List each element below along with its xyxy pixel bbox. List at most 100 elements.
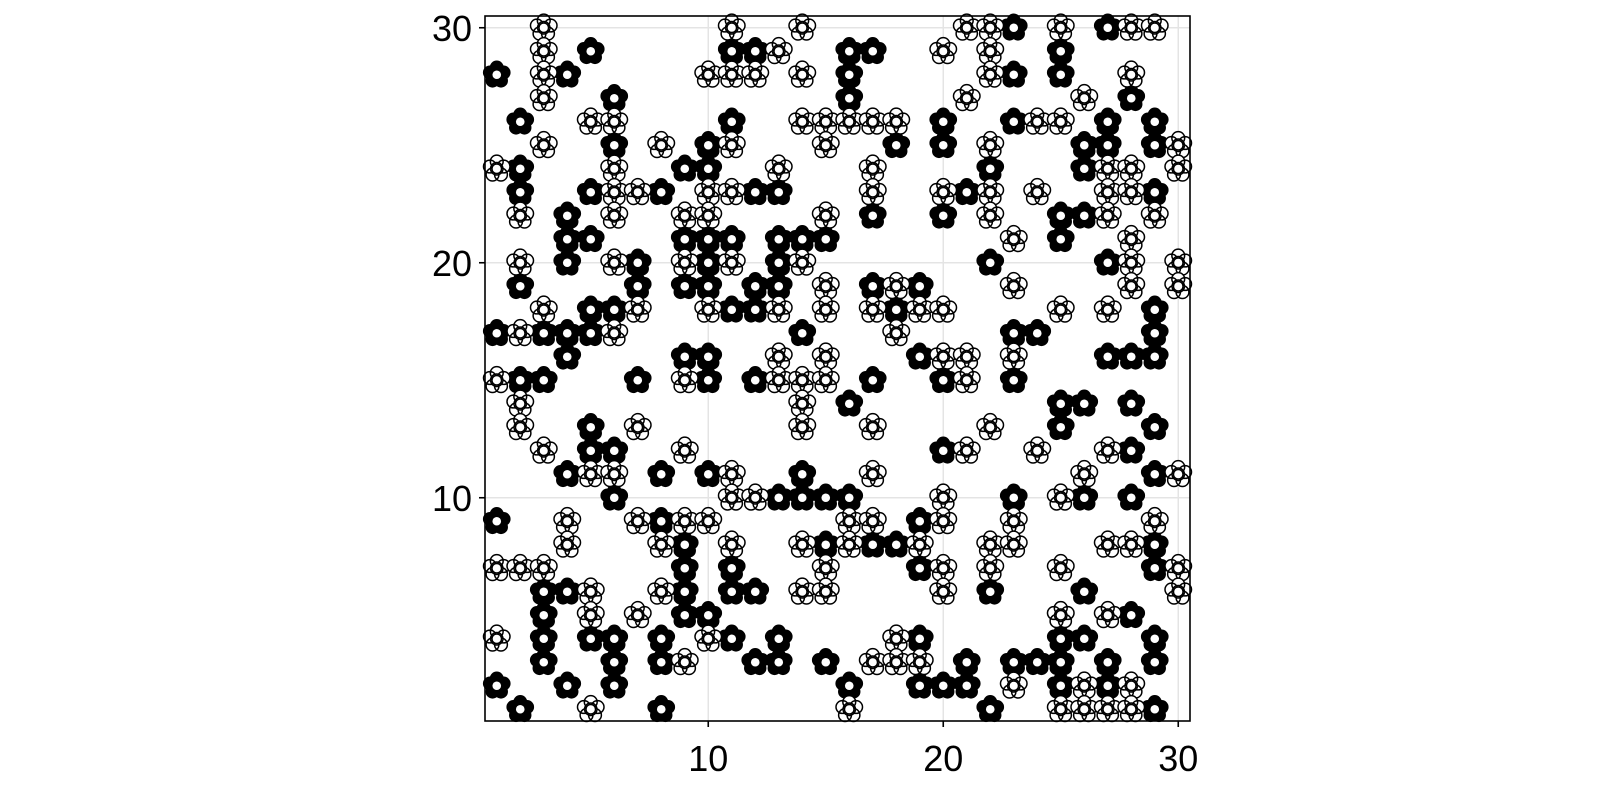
- data-point-open: [788, 389, 817, 417]
- data-point-open: [717, 177, 746, 206]
- data-point-open: [929, 295, 958, 323]
- data-point-filled: [835, 84, 864, 112]
- data-point-open: [600, 107, 629, 135]
- data-point-open: [741, 483, 770, 511]
- data-point-open: [905, 647, 934, 676]
- data-point-filled: [1046, 225, 1075, 253]
- data-point-open: [1023, 107, 1052, 135]
- data-point-open: [764, 365, 793, 394]
- data-point-filled: [1093, 342, 1122, 370]
- data-point-open: [1117, 694, 1146, 723]
- data-point-open: [929, 553, 958, 582]
- data-point-open: [1117, 224, 1146, 253]
- data-point-open: [764, 342, 793, 370]
- data-point-filled: [905, 624, 934, 652]
- data-point-filled: [576, 436, 605, 464]
- data-point-open: [1117, 248, 1146, 276]
- data-point-open: [929, 577, 958, 605]
- data-point-open: [1117, 530, 1146, 558]
- data-point-filled: [999, 648, 1028, 676]
- data-point-filled: [1140, 107, 1169, 135]
- data-point-filled: [1046, 671, 1075, 699]
- data-point-filled: [952, 648, 981, 676]
- data-point-filled: [858, 366, 887, 394]
- data-point-filled: [741, 272, 770, 300]
- data-point-open: [1093, 295, 1122, 323]
- data-point-filled: [976, 695, 1005, 723]
- data-point-filled: [670, 154, 699, 182]
- data-point-filled: [858, 272, 887, 300]
- data-point-open: [529, 83, 558, 112]
- data-point-open: [952, 83, 981, 112]
- data-point-filled: [741, 648, 770, 676]
- data-point-filled: [1140, 648, 1169, 676]
- data-point-filled: [717, 107, 746, 135]
- data-point-filled: [999, 107, 1028, 135]
- data-point-filled: [482, 60, 511, 88]
- data-point-open: [811, 107, 840, 135]
- y-tick-label: 10: [432, 478, 472, 519]
- data-point-filled: [1046, 37, 1075, 65]
- data-point-filled: [741, 577, 770, 605]
- data-point-open: [858, 177, 887, 206]
- data-point-filled: [600, 436, 629, 464]
- data-point-open: [647, 577, 676, 605]
- data-point-filled: [600, 624, 629, 652]
- data-point-filled: [1093, 248, 1122, 276]
- y-tick-label: 30: [432, 8, 472, 49]
- data-point-filled: [1023, 648, 1052, 676]
- data-point-open: [670, 506, 699, 535]
- data-point-open: [764, 295, 793, 323]
- data-point-filled: [670, 225, 699, 253]
- data-point-open: [694, 177, 723, 206]
- data-point-open: [482, 365, 511, 394]
- data-point-open: [1164, 271, 1193, 300]
- data-point-open: [1164, 248, 1193, 276]
- data-point-filled: [717, 295, 746, 323]
- data-point-open: [858, 107, 887, 135]
- data-point-filled: [717, 225, 746, 253]
- data-point-open: [600, 177, 629, 206]
- data-point-filled: [506, 366, 535, 394]
- data-point-open: [882, 271, 911, 300]
- data-point-filled: [835, 483, 864, 511]
- data-point-filled: [976, 154, 1005, 182]
- data-point-filled: [553, 60, 582, 88]
- data-point-filled: [882, 295, 911, 323]
- data-point-filled: [694, 366, 723, 394]
- data-point-open: [600, 154, 629, 182]
- data-point-open: [600, 318, 629, 347]
- data-point-open: [717, 483, 746, 511]
- data-point-filled: [694, 601, 723, 629]
- data-point-open: [858, 412, 887, 441]
- data-point-open: [506, 201, 535, 229]
- data-point-open: [999, 506, 1028, 535]
- data-point-open: [1046, 483, 1075, 511]
- data-point-filled: [1046, 60, 1075, 88]
- data-point-filled: [670, 272, 699, 300]
- data-point-filled: [929, 201, 958, 229]
- data-point-filled: [882, 530, 911, 558]
- data-point-open: [529, 295, 558, 323]
- data-point-open: [623, 600, 652, 629]
- data-point-open: [1093, 600, 1122, 629]
- axis-ticks: 10 20 30 10 20 30: [432, 8, 1198, 779]
- y-tick-label: 20: [432, 243, 472, 284]
- data-point-filled: [905, 272, 934, 300]
- data-point-open: [811, 577, 840, 605]
- data-point-filled: [1117, 483, 1146, 511]
- data-point-filled: [600, 84, 629, 112]
- data-point-open: [1070, 459, 1099, 488]
- data-point-filled: [482, 507, 511, 535]
- data-point-filled: [764, 648, 793, 676]
- data-point-open: [1070, 671, 1099, 699]
- data-point-filled: [1140, 295, 1169, 323]
- data-point-filled: [694, 131, 723, 159]
- data-point-open: [976, 412, 1005, 441]
- data-point-filled: [553, 248, 582, 276]
- data-point-open: [976, 36, 1005, 65]
- data-point-filled: [1140, 530, 1169, 558]
- data-point-filled: [1117, 342, 1146, 370]
- data-point-filled: [1093, 107, 1122, 135]
- data-point-filled: [623, 272, 652, 300]
